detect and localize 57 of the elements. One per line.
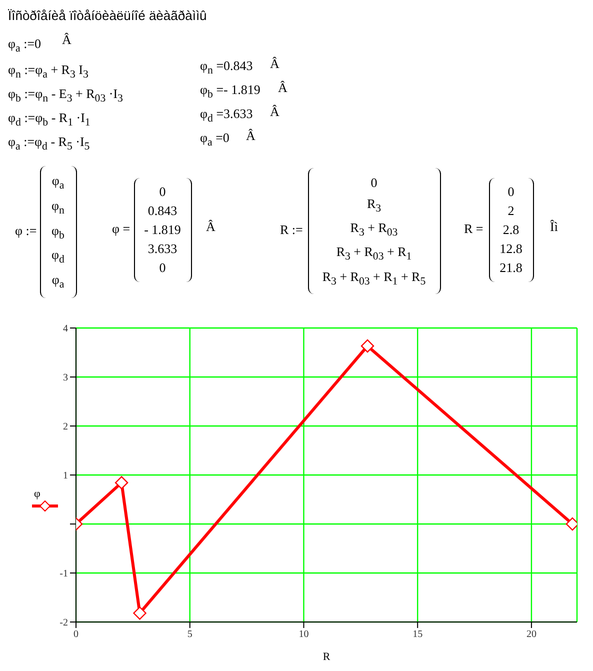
text: φ$_{a}$ =0 [200, 130, 230, 149]
y-tick-label: 2 [63, 422, 68, 433]
x-tick-label: 5 [187, 629, 192, 640]
text: φ$_{a}$ [52, 173, 64, 192]
text: φ$_{n}$ :=φ$_{a}$ + R$_{3}$ I$_{3}$ [8, 62, 88, 81]
text: φ$_{b}$ :=φ$_{n}$ - E$_{3}$ + R$_{03}$ ·I$_{3}$ [8, 86, 123, 105]
text: φ$_{n}$ [52, 198, 64, 216]
text: 0.843 [148, 202, 178, 219]
text: φ = [112, 221, 130, 236]
text: R$_{3}$ + R$_{03}$ [350, 220, 398, 239]
text: Â [206, 219, 216, 234]
point [114, 476, 128, 490]
text: 3.633 [148, 241, 178, 258]
text: R$_{3}$ [366, 196, 382, 215]
text: 0 [159, 184, 166, 200]
text: φ$_{d}$ :=φ$_{b}$ - R$_{1}$ ·I$_{1}$ [8, 110, 90, 129]
text: φ := [15, 223, 37, 238]
point [360, 339, 374, 353]
x-tick-label: 0 [74, 629, 78, 640]
text: 2 [508, 202, 514, 219]
text: Â [62, 32, 72, 47]
text: φ$_{b}$ [52, 222, 64, 242]
text: 2.8 [502, 222, 520, 238]
text: R = [464, 221, 484, 236]
text: 0 [159, 260, 166, 276]
text: φ$_{a}$ :=φ$_{d}$ - R$_{5}$ ·I$_{5}$ [8, 134, 90, 153]
y-tick-label: -1 [60, 568, 68, 580]
text: Â [278, 80, 288, 95]
text: 12.8 [500, 241, 522, 258]
text: R := [280, 222, 303, 237]
text: Â [270, 56, 280, 71]
y-tick-label: 4 [63, 324, 68, 335]
point [133, 606, 146, 620]
text: φ$_{d}$ [52, 247, 64, 266]
text: R$_{3}$ + R$_{03}$ + R$_{1}$ + R$_{5}$ [322, 268, 426, 288]
x-tick-label: 10 [298, 629, 309, 640]
text: 0 [370, 174, 378, 191]
text: φ$_{d}$ =3.633 [200, 106, 253, 125]
y-tick-label: 1 [63, 470, 68, 482]
y-tick-label: 3 [63, 372, 68, 384]
text: φ$_{a}$ [52, 272, 64, 291]
text: φ$_{b}$ =- 1.819 [200, 82, 260, 101]
text: R$_{3}$ + R$_{03}$ + R$_{1}$ [336, 244, 412, 264]
text: Â [246, 128, 256, 143]
text: φ [34, 488, 42, 500]
text: - 1.819 [144, 222, 181, 238]
x-axis-title: R [322, 651, 331, 663]
text: φ$_{n}$ =0.843 [200, 58, 253, 77]
text: Îì [550, 219, 558, 234]
text: 0 [508, 184, 514, 200]
x-tick-label: 15 [412, 629, 423, 640]
x-tick-label: 20 [526, 629, 536, 640]
chart-title: Ïîñòðîåíèå ïîòåíöèàëüíîé äèàãðàììû [8, 8, 207, 23]
y-tick-label: -2 [60, 618, 68, 629]
text: φ$_{a}$ :=0 [8, 36, 42, 55]
text: Â [270, 104, 280, 119]
text: 21.8 [500, 260, 522, 276]
